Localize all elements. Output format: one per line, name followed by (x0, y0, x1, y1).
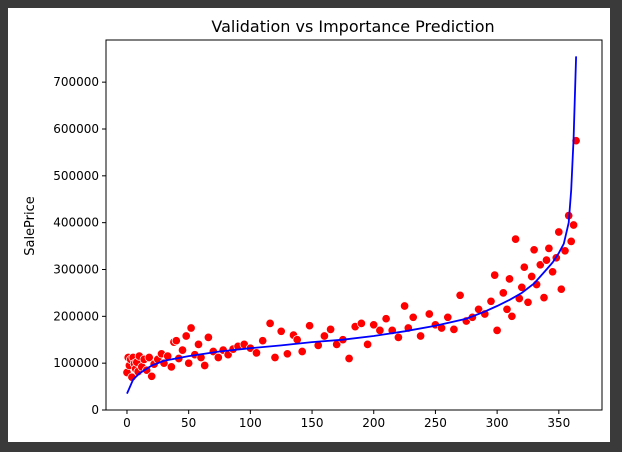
scatter-point (566, 236, 576, 246)
scatter-point (282, 349, 292, 359)
x-tick-label: 150 (301, 416, 324, 430)
x-tick-label: 100 (239, 416, 262, 430)
axes-frame (105, 39, 603, 411)
scatter-point (363, 339, 373, 349)
scatter-point (539, 293, 549, 303)
scatter-point (265, 318, 275, 328)
scatter-point (171, 336, 181, 346)
y-tick-label: 100000 (53, 356, 99, 370)
x-tick-label: 250 (424, 416, 447, 430)
scatter-point (369, 320, 379, 330)
scatter-point (393, 332, 403, 342)
scatter-point (400, 301, 410, 311)
scatter-point (276, 326, 286, 336)
scatter-point (186, 323, 196, 333)
scatter-point (486, 296, 496, 306)
scatter-point (305, 321, 315, 331)
scatter-point (498, 288, 508, 298)
scatter-point (455, 290, 465, 300)
scatter-point (184, 358, 194, 368)
axes: 0 50 100 150 200 250 300 350 0 100000 200000 300000… (53, 39, 603, 430)
scatter-point (177, 345, 188, 355)
scatter-point (344, 353, 354, 364)
scatter-point (326, 324, 336, 334)
scatter-point (297, 346, 307, 357)
x-tick-label: 350 (547, 416, 570, 430)
scatter-point (166, 362, 176, 372)
scatter-point (203, 332, 213, 342)
scatter-point (529, 245, 539, 255)
scatter-point (523, 297, 533, 307)
scatter-point (511, 234, 521, 244)
scatter-point (193, 339, 204, 349)
scatter-point (181, 331, 191, 341)
y-axis-label: SalePrice (23, 196, 38, 256)
scatter-point (556, 284, 566, 294)
scatter-point (504, 274, 515, 284)
scatter-point (147, 371, 157, 381)
figure: Validation vs Importance Prediction Sale… (8, 8, 610, 442)
y-tick-label: 200000 (53, 309, 99, 323)
scatter-point (258, 336, 268, 346)
scatter-point (502, 304, 512, 314)
x-tick-label: 0 (123, 416, 131, 430)
x-tick-label: 50 (181, 416, 196, 430)
y-tick-label: 300000 (53, 262, 99, 276)
scatter-point (144, 352, 154, 363)
scatter-point (535, 260, 545, 270)
chart: Validation vs Importance Prediction Sale… (23, 17, 603, 430)
scatter-point (416, 331, 426, 341)
scatter-point (554, 227, 564, 237)
scatter-point (375, 325, 385, 335)
scatter-point (200, 360, 210, 371)
prediction-line (126, 56, 577, 394)
scatter-point (319, 331, 329, 341)
scatter-point (443, 312, 453, 322)
y-tick-label: 600000 (53, 122, 99, 136)
x-tick-label: 300 (486, 416, 509, 430)
scatter-point (507, 311, 517, 321)
scatter-point (548, 267, 558, 277)
scatter-point (519, 262, 529, 272)
scatter-point (490, 270, 500, 280)
y-tick-label: 700000 (53, 75, 99, 89)
scatter-point (356, 318, 366, 328)
plot-area (122, 56, 581, 394)
x-tick-label: 200 (362, 416, 385, 430)
scatter-point (270, 352, 280, 363)
scatter-point (492, 325, 502, 335)
scatter-point (381, 314, 391, 324)
y-tick-label: 400000 (53, 216, 99, 230)
y-tick-label: 0 (91, 403, 99, 417)
scatter-point (541, 255, 552, 265)
chart-title: Validation vs Importance Prediction (211, 17, 494, 36)
scatter-point (449, 324, 459, 334)
scatter-point (527, 271, 537, 282)
scatter-point (213, 352, 223, 363)
y-tick-label: 500000 (53, 169, 99, 183)
scatter-point (424, 309, 434, 319)
scatter-point (408, 312, 418, 322)
scatter-point (569, 220, 579, 230)
scatter-point (251, 348, 262, 358)
scatter-point (544, 243, 554, 253)
scatter-point (517, 282, 527, 292)
